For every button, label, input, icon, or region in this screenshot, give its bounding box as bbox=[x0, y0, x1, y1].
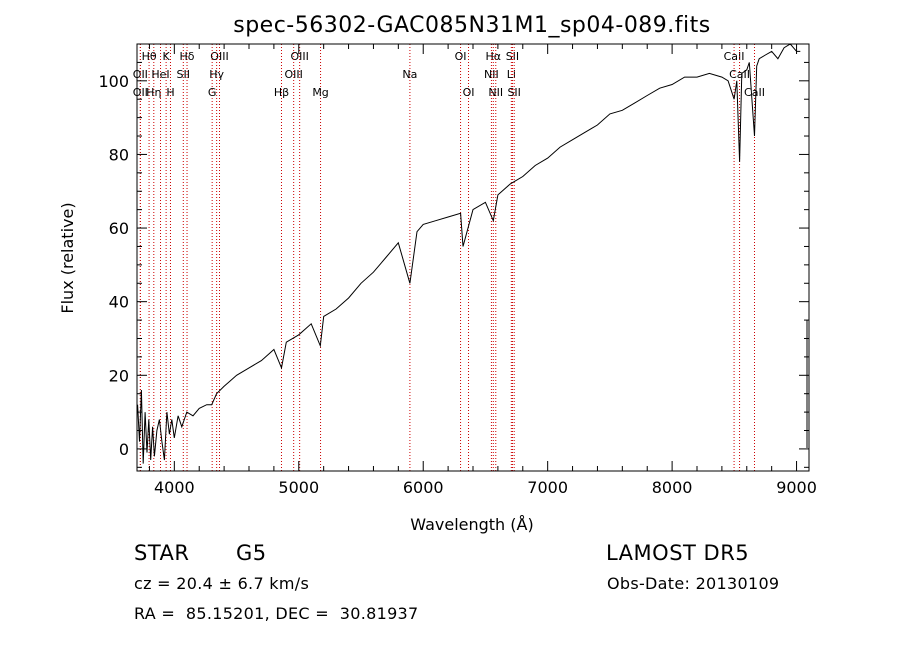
y-tick-label: 0 bbox=[119, 440, 129, 459]
x-tick-label: 9000 bbox=[776, 478, 817, 497]
marker-label-caii: CaII bbox=[724, 50, 745, 63]
x-tick-label: 6000 bbox=[403, 478, 444, 497]
marker-label-nii: NII bbox=[484, 68, 499, 81]
obs-date: Obs-Date: 20130109 bbox=[607, 574, 780, 593]
marker-label-oiii: OIII bbox=[284, 68, 302, 81]
x-axis-ticks: 4000 5000 6000 7000 8000 9000 bbox=[148, 44, 817, 497]
marker-label-oi: OI bbox=[463, 86, 475, 99]
marker-label-oiii: OIII bbox=[290, 50, 308, 63]
marker-label-mg: Mg bbox=[312, 86, 328, 99]
object-subclass: G5 bbox=[236, 541, 267, 565]
marker-label-sii: SII bbox=[506, 50, 519, 63]
y-tick-label: 40 bbox=[109, 293, 129, 312]
y-tick-label: 60 bbox=[109, 219, 129, 238]
plot-frame bbox=[136, 43, 810, 472]
marker-label-hα: Hα bbox=[486, 50, 502, 63]
marker-label-hθ: Hθ bbox=[142, 50, 157, 63]
marker-label-nii: NII bbox=[488, 86, 503, 99]
coordinates: RA = 85.15201, DEC = 30.81937 bbox=[134, 604, 419, 623]
marker-label-na: Na bbox=[402, 68, 417, 81]
x-tick-label: 8000 bbox=[652, 478, 693, 497]
chart-title: spec-56302-GAC085N31M1_sp04-089.fits bbox=[233, 13, 711, 38]
marker-label-hδ: Hδ bbox=[180, 50, 195, 63]
y-tick-label: 80 bbox=[109, 145, 129, 164]
marker-label-hγ: Hγ bbox=[209, 68, 224, 81]
marker-label-hβ: Hβ bbox=[274, 86, 289, 99]
marker-label-k: K bbox=[163, 50, 171, 63]
y-tick-label: 20 bbox=[109, 366, 129, 385]
object-class: STAR bbox=[134, 541, 190, 565]
marker-label-sii: SII bbox=[177, 68, 190, 81]
marker-label-oi: OI bbox=[455, 50, 467, 63]
marker-label-g: G bbox=[208, 86, 217, 99]
x-tick-label: 7000 bbox=[527, 478, 568, 497]
marker-label-oiii: OIII bbox=[210, 50, 228, 63]
marker-label-caii: CaII bbox=[744, 86, 765, 99]
y-axis-ticks: 0 20 40 60 80 100 bbox=[98, 43, 809, 468]
marker-label-hη: Hη bbox=[146, 86, 161, 99]
survey-name: LAMOST DR5 bbox=[606, 541, 750, 565]
y-tick-label: 100 bbox=[98, 72, 129, 91]
x-axis-label: Wavelength (Å) bbox=[410, 515, 533, 534]
x-tick-label: 4000 bbox=[154, 478, 195, 497]
redshift-value: cz = 20.4 ± 6.7 km/s bbox=[134, 574, 310, 593]
x-tick-label: 5000 bbox=[278, 478, 319, 497]
marker-label-hei: HeI bbox=[151, 68, 169, 81]
spectrum-series-line bbox=[137, 43, 801, 464]
marker-label-li: Li bbox=[507, 68, 516, 81]
y-axis-label: Flux (relative) bbox=[58, 202, 77, 313]
marker-label-h: H bbox=[166, 86, 174, 99]
marker-label-sii: SII bbox=[507, 86, 520, 99]
